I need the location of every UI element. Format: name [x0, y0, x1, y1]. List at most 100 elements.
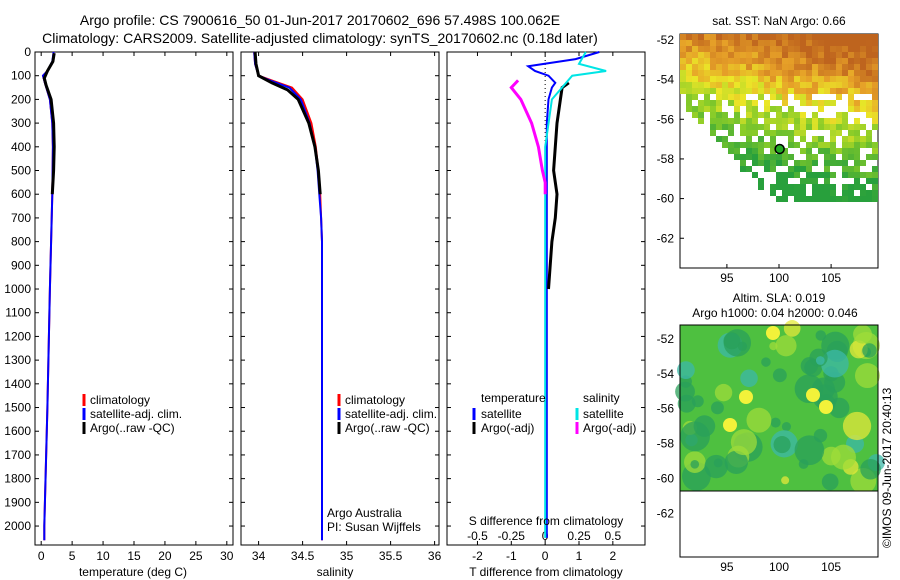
sla-blob: [813, 428, 828, 443]
sst-cell: [818, 142, 824, 148]
sst-cell: [704, 52, 710, 58]
sst-cell: [782, 178, 788, 184]
sst-cell: [734, 142, 740, 148]
sst-cell: [824, 178, 830, 184]
sst-cell: [770, 136, 776, 142]
sst-cell: [848, 142, 854, 148]
sst-cell: [734, 58, 740, 64]
sst-cell: [788, 172, 794, 178]
sst-cell: [776, 118, 782, 124]
sst-cell: [782, 40, 788, 46]
sst-cell: [788, 112, 794, 118]
sst-cell: [872, 64, 878, 70]
sst-cell: [746, 112, 752, 118]
salinity-legend-argo: Argo(..raw -QC): [345, 421, 430, 435]
sst-cell: [794, 82, 800, 88]
sst-cell: [728, 70, 734, 76]
sst-cell: [812, 118, 818, 124]
depth-tick-label: 1700: [4, 448, 31, 462]
difference-axes-frame: [446, 51, 646, 546]
sst-cell: [752, 142, 758, 148]
sst-cell: [770, 190, 776, 196]
sst-cell: [794, 94, 800, 100]
sst-cell: [794, 76, 800, 82]
sla_map-ytick-label: -56: [657, 402, 675, 416]
sst-cell: [836, 160, 842, 166]
sst-cell: [818, 184, 824, 190]
sst-cell: [740, 154, 746, 160]
sst-cell: [818, 172, 824, 178]
sst-cell: [854, 82, 860, 88]
sst-cell: [752, 76, 758, 82]
sst-cell: [746, 76, 752, 82]
sst-cell: [710, 100, 716, 106]
sst-cell: [680, 70, 686, 76]
sst-cell: [848, 166, 854, 172]
sla-blob: [775, 335, 797, 357]
sst-cell: [710, 40, 716, 46]
sst-cell: [818, 124, 824, 130]
sst-cell: [734, 148, 740, 154]
sst-cell: [866, 190, 872, 196]
sst-cell: [764, 70, 770, 76]
sst_map-ytick-label: -58: [657, 152, 675, 166]
sst-cell: [698, 40, 704, 46]
sst-cell: [806, 82, 812, 88]
sst-cell: [758, 142, 764, 148]
difference-legend-s-argo: Argo(-adj): [583, 421, 636, 435]
sst-cell: [830, 124, 836, 130]
sst-cell: [872, 118, 878, 124]
sst-cell: [788, 130, 794, 136]
sst-cell: [740, 76, 746, 82]
sst-cell: [716, 100, 722, 106]
sst-cell: [830, 76, 836, 82]
sst-cell: [680, 46, 686, 52]
sla-high: [723, 418, 737, 432]
depth-tick-label: 1100: [5, 306, 31, 320]
sla_map-ytick-label: -58: [657, 437, 675, 451]
sst-cell: [710, 112, 716, 118]
sst-cell: [866, 154, 872, 160]
sst-cell: [722, 58, 728, 64]
temperature-xtick-label: 5: [69, 549, 76, 563]
temperature-axes-frame: [34, 51, 234, 546]
sst-cell: [758, 124, 764, 130]
depth-tick-label: 1600: [4, 424, 31, 438]
sst-cell: [776, 106, 782, 112]
sst-cell: [728, 148, 734, 154]
temperature-series-argo-raw-qc: [42, 52, 56, 195]
sst-cell: [764, 106, 770, 112]
difference-xtick-label: 1: [576, 549, 583, 563]
sst-cell: [692, 106, 698, 112]
sst-cell: [758, 64, 764, 70]
sst-cell: [722, 112, 728, 118]
sst-cell: [806, 52, 812, 58]
sst-cell: [842, 148, 848, 154]
sst-cell: [740, 88, 746, 94]
sst-cell: [734, 154, 740, 160]
sst-cell: [716, 76, 722, 82]
sst-cell: [812, 196, 818, 202]
sst-cell: [848, 64, 854, 70]
sst-cell: [782, 82, 788, 88]
sst-cell: [800, 58, 806, 64]
sst-cell: [842, 46, 848, 52]
sst-cell: [800, 178, 806, 184]
sst-cell: [740, 70, 746, 76]
sla-blob: [794, 435, 825, 466]
sst-cell: [866, 136, 872, 142]
sst-cell: [752, 34, 758, 40]
sst-cell: [710, 58, 716, 64]
sst-cell: [752, 52, 758, 58]
sst-cell: [740, 64, 746, 70]
sst-cell: [830, 82, 836, 88]
sst-cell: [698, 64, 704, 70]
sst-cell: [806, 64, 812, 70]
sst-cell: [680, 76, 686, 82]
sst-cell: [740, 94, 746, 100]
sst-cell: [716, 106, 722, 112]
sst-cell: [758, 94, 764, 100]
sst-cell: [704, 34, 710, 40]
sst-cell: [818, 118, 824, 124]
sst-cell: [872, 142, 878, 148]
